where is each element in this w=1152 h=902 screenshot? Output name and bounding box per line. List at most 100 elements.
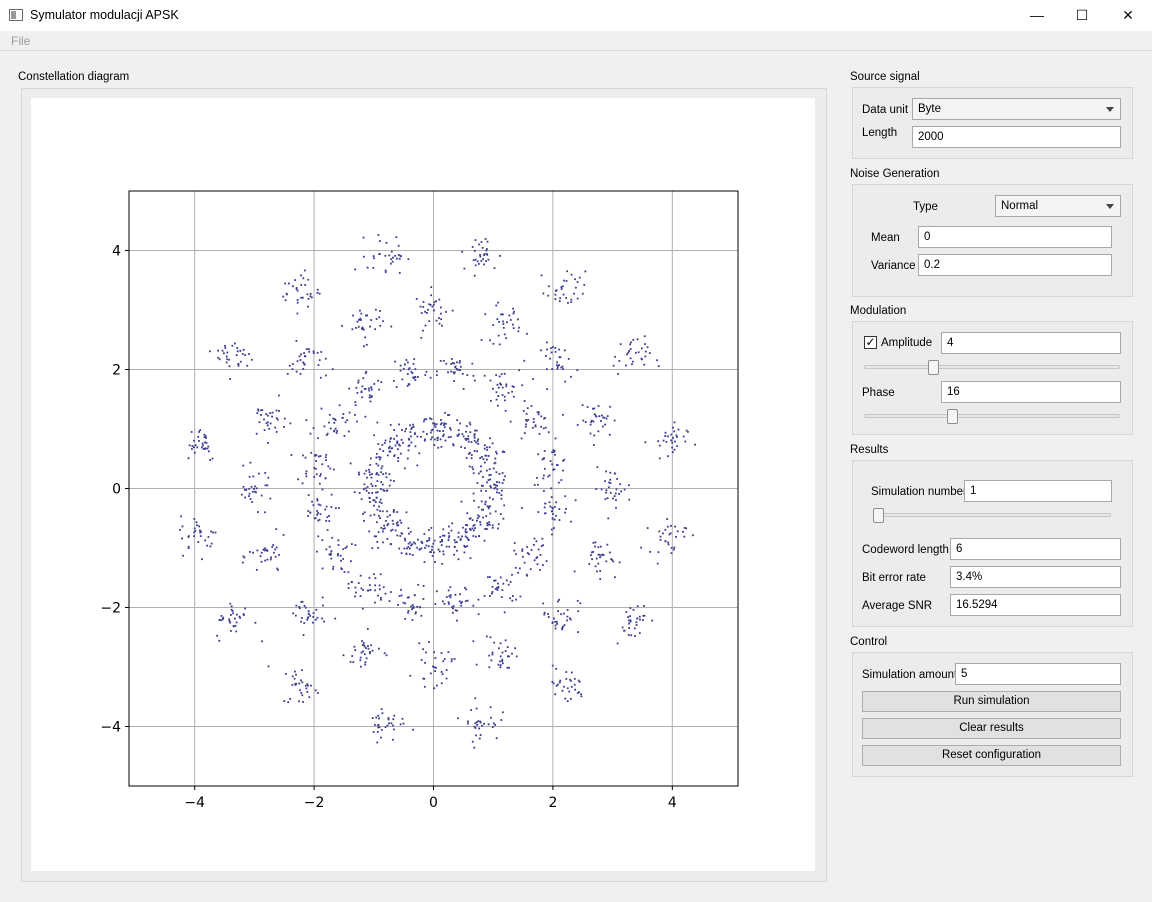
data-point (250, 358, 253, 361)
data-point (265, 413, 268, 416)
data-point (503, 395, 506, 398)
data-point (614, 576, 616, 579)
data-point (380, 488, 382, 490)
data-point (440, 671, 443, 673)
noise-type-select[interactable]: Normal (995, 195, 1121, 217)
data-point (471, 740, 474, 743)
data-point (500, 313, 502, 316)
data-point (539, 554, 542, 556)
bit-error-rate-input[interactable]: 3.4% (950, 566, 1121, 588)
data-point (524, 425, 527, 428)
data-point (214, 531, 217, 534)
data-point (486, 528, 488, 530)
data-point (551, 463, 554, 466)
data-point (550, 528, 553, 531)
data-point (608, 551, 611, 554)
data-point (305, 472, 307, 475)
data-point (558, 300, 561, 303)
amplitude-checkbox[interactable]: ✓ (864, 336, 877, 349)
data-point (197, 541, 200, 543)
simulation-amount-input[interactable]: 5 (955, 663, 1121, 685)
data-point (375, 456, 378, 459)
maximize-button[interactable]: ☐ (1075, 6, 1089, 23)
data-point (467, 440, 470, 443)
data-point (292, 285, 294, 288)
simulation-number-input[interactable]: 1 (964, 480, 1112, 502)
menu-file[interactable]: File (11, 34, 31, 48)
data-point (266, 558, 269, 561)
data-point (354, 401, 357, 403)
data-point (629, 615, 631, 618)
amplitude-slider-handle[interactable] (927, 360, 939, 375)
data-point (334, 427, 337, 430)
data-point (181, 525, 184, 528)
data-point (369, 589, 372, 591)
data-point (264, 547, 267, 550)
data-point (461, 433, 464, 436)
data-point (424, 547, 426, 549)
data-point (465, 430, 467, 433)
data-point (205, 437, 207, 439)
mean-input[interactable]: 0 (918, 226, 1112, 248)
run-simulation-button[interactable]: Run simulation (862, 691, 1121, 712)
data-point (388, 473, 391, 476)
reset-configuration-button[interactable]: Reset configuration (862, 745, 1121, 766)
average-snr-input[interactable]: 16.5294 (950, 594, 1121, 616)
data-point (362, 644, 365, 647)
data-point (197, 435, 200, 438)
close-button[interactable]: ✕ (1122, 6, 1134, 23)
data-point (475, 441, 478, 444)
data-point (627, 616, 629, 619)
data-point (513, 549, 516, 552)
data-point (396, 442, 399, 445)
minimize-button[interactable]: — (1030, 7, 1044, 23)
data-point (503, 372, 506, 375)
data-point (609, 478, 612, 481)
codeword-length-input[interactable]: 6 (950, 538, 1121, 560)
length-input[interactable]: 2000 (912, 126, 1121, 148)
data-point (525, 573, 528, 576)
data-unit-select[interactable]: Byte (912, 98, 1121, 120)
data-point (422, 430, 425, 433)
data-point (477, 442, 480, 445)
data-point (593, 434, 596, 437)
phase-slider-track[interactable] (864, 414, 1120, 418)
y-tick-label: 2 (112, 363, 121, 379)
data-point (314, 689, 317, 692)
data-point (380, 526, 383, 529)
simulation-number-slider-handle[interactable] (873, 508, 884, 523)
data-point (318, 359, 321, 362)
amplitude-input[interactable]: 4 (941, 332, 1121, 354)
data-point (254, 485, 256, 488)
amplitude-slider-track[interactable] (864, 365, 1120, 369)
phase-input[interactable]: 16 (941, 381, 1121, 403)
data-point (307, 305, 310, 308)
data-point (472, 604, 475, 607)
data-point (480, 465, 482, 468)
data-point (387, 718, 390, 721)
data-point (497, 301, 500, 304)
data-point (562, 625, 564, 628)
clear-results-button[interactable]: Clear results (862, 718, 1121, 739)
data-point (424, 374, 427, 376)
data-point (523, 359, 526, 362)
data-point (659, 535, 662, 538)
simulation-number-slider-track[interactable] (873, 513, 1111, 517)
data-point (377, 724, 380, 726)
data-point (390, 722, 393, 725)
data-point (595, 415, 598, 418)
data-point (264, 472, 267, 474)
data-point (673, 430, 676, 433)
data-point (479, 255, 482, 258)
data-point (447, 532, 450, 535)
data-point (501, 662, 504, 665)
data-point (356, 391, 359, 394)
variance-input[interactable]: 0.2 (918, 254, 1112, 276)
data-point (472, 472, 475, 475)
phase-slider-handle[interactable] (947, 409, 959, 424)
data-point (465, 531, 468, 534)
data-point (374, 328, 377, 331)
data-point (422, 598, 425, 600)
data-point (417, 538, 419, 541)
data-point (407, 258, 410, 261)
